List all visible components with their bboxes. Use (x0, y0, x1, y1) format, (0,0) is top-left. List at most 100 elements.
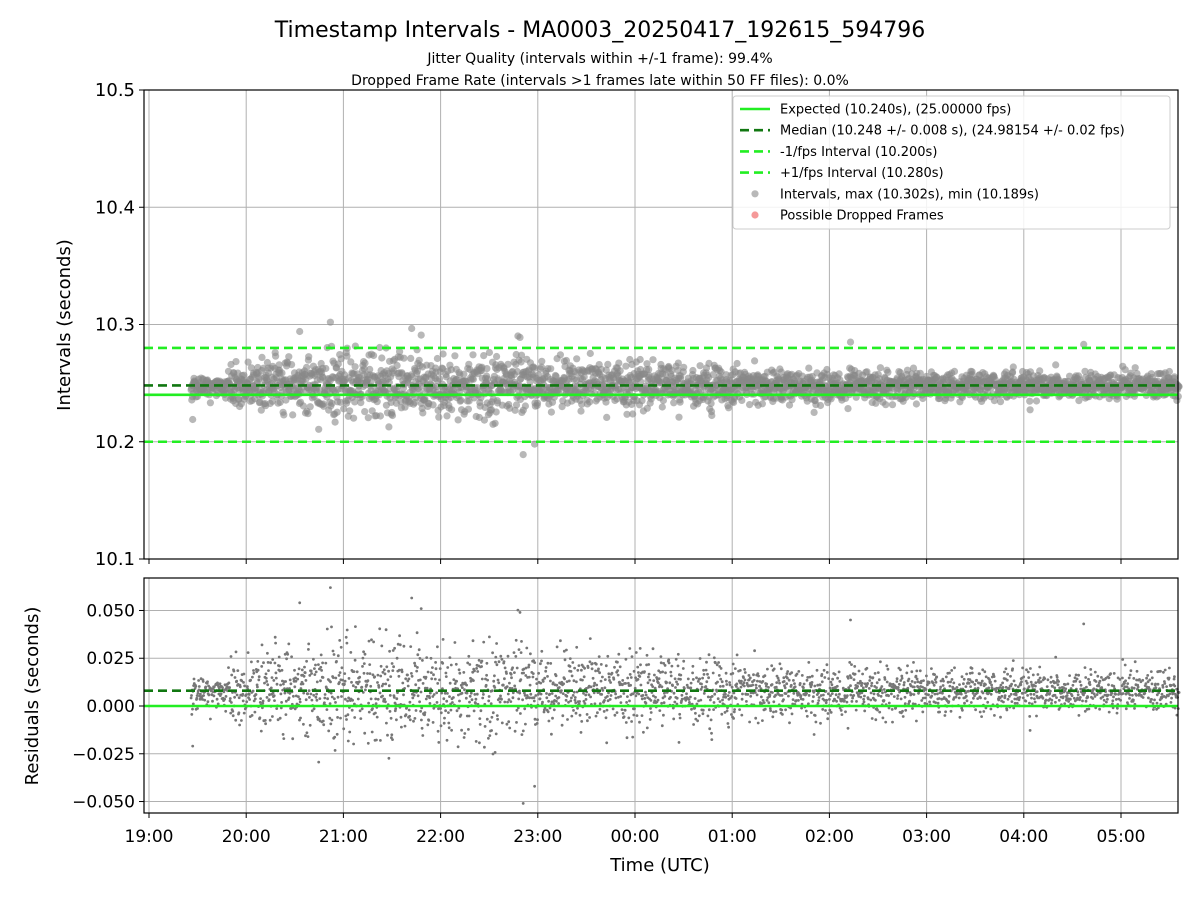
interval-point (455, 416, 462, 423)
residual-point (555, 700, 558, 703)
residual-point (490, 729, 493, 732)
residual-point (333, 697, 336, 700)
residual-point (265, 673, 268, 676)
interval-point (759, 400, 766, 407)
residual-point (777, 677, 780, 680)
residual-point (681, 694, 684, 697)
residual-point (891, 708, 894, 711)
residual-point (405, 713, 408, 716)
residual-point (323, 701, 326, 704)
residual-point (741, 693, 744, 696)
residual-point (245, 700, 248, 703)
residual-point (585, 698, 588, 701)
residual-point (429, 702, 432, 705)
residual-point (278, 656, 281, 659)
residual-point (308, 696, 311, 699)
residual-point (651, 685, 654, 688)
residual-point (742, 676, 745, 679)
residual-point (730, 713, 733, 716)
residual-point (624, 682, 627, 685)
residual-point (195, 697, 198, 700)
residual-point (473, 710, 476, 713)
residual-point (770, 664, 773, 667)
residual-point (404, 677, 407, 680)
residual-point (551, 692, 554, 695)
residual-point (784, 708, 787, 711)
residual-point (321, 662, 324, 665)
interval-point (1010, 363, 1017, 370)
residual-point (522, 730, 525, 733)
residual-point (528, 664, 531, 667)
residual-point (766, 668, 769, 671)
residual-point (401, 682, 404, 685)
residual-point (756, 694, 759, 697)
residual-point (236, 669, 239, 672)
residual-point (649, 718, 652, 721)
residual-point (487, 737, 490, 740)
residual-point (956, 686, 959, 689)
residual-point (638, 721, 641, 724)
residual-point (708, 708, 711, 711)
residual-point (389, 710, 392, 713)
residual-point (379, 692, 382, 695)
residual-point (930, 667, 933, 670)
residual-point (265, 680, 268, 683)
residual-point (519, 678, 522, 681)
residual-point (884, 721, 887, 724)
interval-point (289, 411, 296, 418)
residual-point (720, 667, 723, 670)
interval-point (587, 350, 594, 357)
residual-point (435, 691, 438, 694)
residual-point (316, 681, 319, 684)
residual-point (580, 731, 583, 734)
residual-point (876, 681, 879, 684)
residual-point (265, 677, 268, 680)
residual-point (408, 709, 411, 712)
residual-point (672, 718, 675, 721)
residual-point (545, 696, 548, 699)
residual-point (733, 708, 736, 711)
residual-point (419, 679, 422, 682)
residual-point (878, 711, 881, 714)
residual-point (826, 671, 829, 674)
residual-point (449, 682, 452, 685)
residual-point (259, 716, 262, 719)
residual-point (692, 723, 695, 726)
residual-point (314, 664, 317, 667)
residual-point (806, 679, 809, 682)
residual-point (425, 676, 428, 679)
residual-point (630, 720, 633, 723)
residual-point (673, 701, 676, 704)
residual-point (501, 722, 504, 725)
residual-point (206, 680, 209, 683)
residual-point (457, 745, 460, 748)
interval-point (334, 409, 341, 416)
residual-point (802, 698, 805, 701)
residual-point (950, 669, 953, 672)
residual-point (598, 655, 601, 658)
residual-point (190, 697, 193, 700)
residual-point (849, 684, 852, 687)
residual-point (584, 702, 587, 705)
residual-point (928, 682, 931, 685)
residual-point (627, 717, 630, 720)
residual-point (256, 660, 259, 663)
residual-point (717, 697, 720, 700)
residual-point (562, 692, 565, 695)
residual-point (540, 660, 543, 663)
interval-point (465, 406, 472, 413)
residual-point (682, 667, 685, 670)
residual-point (499, 655, 502, 658)
residual-point (468, 701, 471, 704)
residual-point (404, 725, 407, 728)
residual-point (439, 667, 442, 670)
residual-point (764, 674, 767, 677)
residual-point (345, 636, 348, 639)
residual-point (862, 698, 865, 701)
residual-point (266, 696, 269, 699)
residual-point (935, 676, 938, 679)
residual-point (837, 696, 840, 699)
residual-point (625, 701, 628, 704)
residual-point (450, 664, 453, 667)
residual-point (494, 751, 497, 754)
